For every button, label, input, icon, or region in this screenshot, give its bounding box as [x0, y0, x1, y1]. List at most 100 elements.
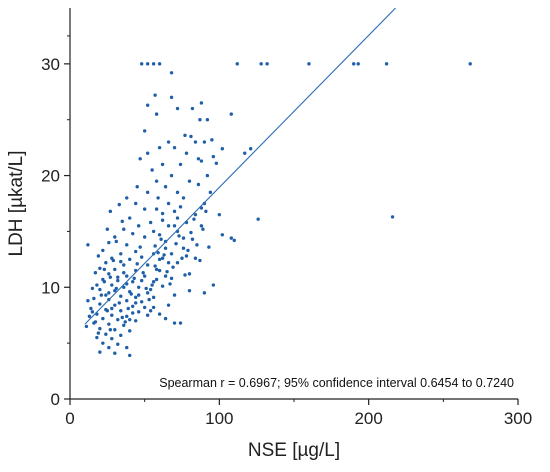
data-point — [89, 306, 93, 311]
data-point — [134, 319, 138, 323]
data-point — [163, 246, 168, 250]
data-point — [171, 265, 175, 269]
data-point — [184, 151, 189, 155]
data-point — [120, 219, 124, 224]
data-point — [208, 190, 213, 195]
data-point — [169, 276, 174, 281]
data-point — [196, 182, 201, 187]
data-point — [135, 185, 139, 189]
data-point — [153, 244, 157, 248]
data-point — [166, 261, 171, 265]
data-point — [101, 316, 105, 321]
x-tick-label: 200 — [354, 409, 382, 428]
data-point — [110, 283, 114, 287]
data-point — [356, 62, 360, 66]
x-tick-label: 300 — [504, 409, 532, 428]
data-point — [98, 326, 102, 331]
data-point — [131, 231, 135, 236]
data-point — [90, 310, 95, 314]
data-point — [135, 262, 139, 266]
data-point — [202, 291, 207, 295]
data-point — [163, 185, 168, 189]
data-point — [148, 287, 153, 292]
data-point — [144, 286, 148, 291]
data-point — [136, 310, 141, 314]
data-point — [154, 207, 159, 211]
data-points — [84, 62, 472, 358]
data-point — [211, 154, 216, 159]
regression-line — [84, 8, 396, 325]
data-point — [172, 293, 177, 297]
data-point — [163, 274, 168, 278]
data-point — [136, 293, 141, 297]
data-point — [95, 283, 99, 287]
data-point — [116, 317, 120, 322]
data-point — [159, 237, 163, 241]
data-point — [86, 243, 90, 247]
data-point — [139, 255, 144, 259]
data-point — [390, 215, 395, 219]
data-point — [84, 324, 89, 329]
data-point — [104, 332, 108, 336]
data-point — [142, 207, 147, 211]
data-point — [169, 173, 174, 178]
data-point — [136, 285, 141, 289]
data-point — [211, 283, 216, 287]
data-point — [177, 234, 181, 238]
x-tick-label: 0 — [65, 409, 74, 428]
data-point — [265, 62, 269, 66]
data-point — [116, 275, 120, 279]
data-point — [113, 235, 117, 239]
data-point — [110, 313, 114, 317]
data-point — [175, 190, 180, 195]
data-point — [107, 291, 111, 295]
data-point — [139, 278, 144, 283]
data-point — [107, 272, 111, 276]
data-point — [157, 268, 162, 273]
data-point — [153, 93, 157, 97]
data-point — [125, 314, 129, 319]
data-point — [187, 272, 192, 276]
data-point — [107, 345, 111, 350]
data-point — [235, 62, 239, 66]
x-tick-label: 100 — [205, 409, 233, 428]
data-point — [157, 145, 162, 150]
data-point — [102, 267, 107, 272]
data-point — [120, 315, 124, 320]
data-point — [217, 212, 222, 217]
data-point — [122, 227, 126, 231]
data-point — [199, 101, 204, 105]
data-point — [145, 103, 150, 107]
data-point — [125, 243, 129, 247]
data-point — [180, 256, 184, 260]
data-point — [198, 118, 202, 122]
data-point — [196, 157, 201, 161]
data-point — [214, 161, 219, 165]
data-point — [134, 295, 138, 300]
data-point — [162, 253, 166, 257]
data-point — [166, 201, 171, 206]
data-point — [172, 209, 177, 214]
y-tick-label: 10 — [41, 278, 60, 297]
data-point — [384, 62, 389, 66]
data-point — [184, 254, 189, 258]
data-point — [154, 267, 159, 272]
data-point — [163, 316, 168, 321]
data-point — [174, 242, 178, 246]
data-point — [128, 329, 132, 333]
data-point — [101, 341, 105, 345]
data-point — [116, 342, 120, 346]
data-point — [201, 227, 205, 231]
data-point — [145, 151, 150, 155]
data-point — [114, 286, 118, 291]
data-point — [178, 321, 183, 325]
data-point — [131, 311, 135, 315]
data-point — [105, 227, 110, 231]
data-point — [138, 157, 142, 161]
data-point — [193, 140, 198, 144]
data-point — [259, 62, 263, 66]
data-point — [96, 331, 101, 335]
data-point — [160, 162, 165, 167]
data-point — [307, 62, 311, 66]
